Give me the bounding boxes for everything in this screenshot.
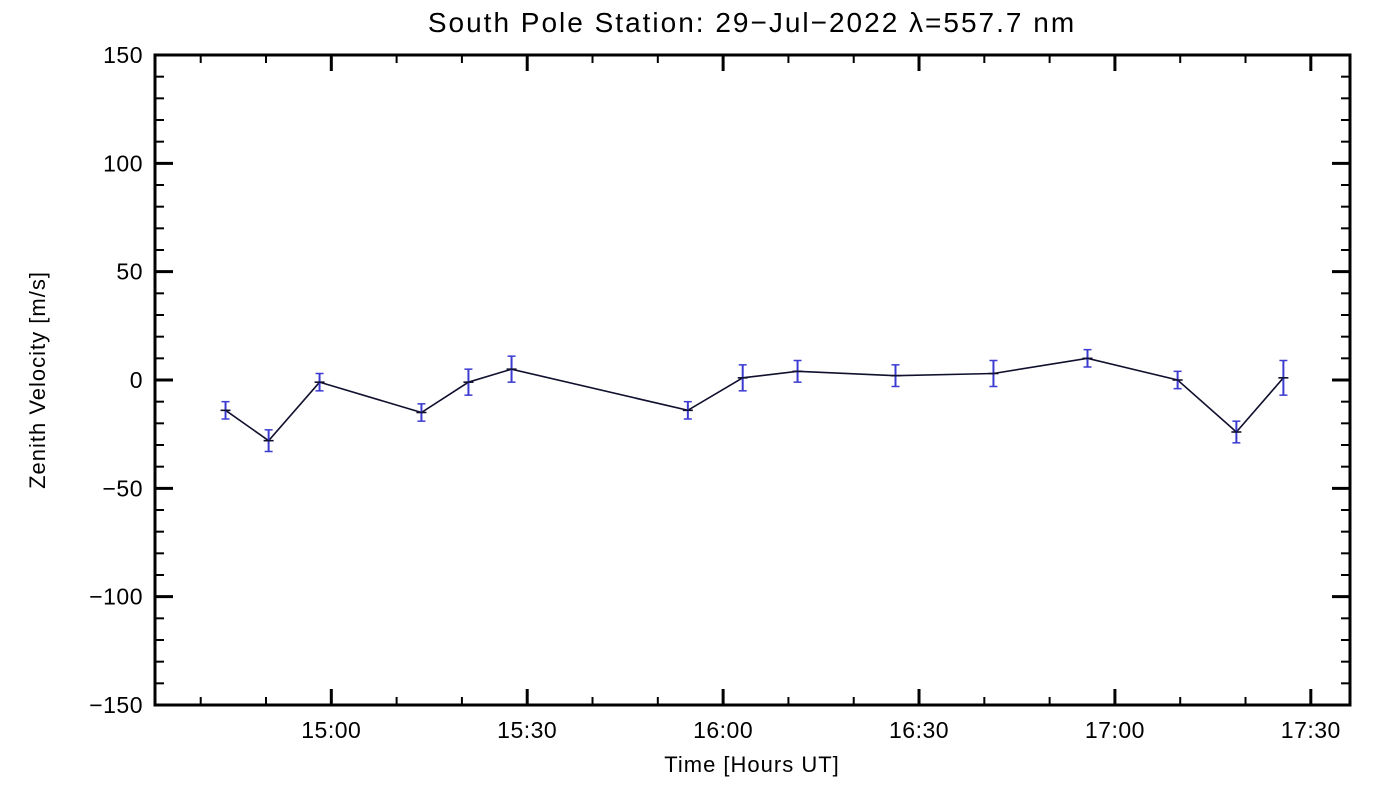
- series-line: [225, 357, 1284, 442]
- x-tick-label: 15:00: [301, 717, 361, 743]
- x-tick-label: 16:00: [693, 717, 753, 743]
- x-tick-label: 15:30: [497, 717, 557, 743]
- x-tick-label: 17:30: [1281, 717, 1341, 743]
- y-tick-label: 0: [130, 367, 143, 393]
- y-tick-label: −50: [102, 475, 143, 501]
- x-tick-label: 16:30: [889, 717, 949, 743]
- y-tick-label: 50: [116, 259, 143, 285]
- y-axis-label: Zenith Velocity [m/s]: [25, 271, 50, 489]
- chart-title: South Pole Station: 29−Jul−2022 λ=557.7 …: [428, 7, 1076, 38]
- x-tick-labels: 15:00 15:30 16:00 16:30 17:00 17:30: [301, 717, 1341, 743]
- x-tick-label: 17:00: [1085, 717, 1145, 743]
- y-tick-label: −150: [89, 692, 143, 718]
- y-tick-label: 150: [103, 42, 143, 68]
- plot-frame: [153, 53, 1352, 707]
- x-axis-label: Time [Hours UT]: [664, 752, 840, 777]
- y-tick-labels: −150 −100 −50 0 50 100 150: [89, 42, 143, 718]
- axes: [153, 53, 1352, 707]
- data-series: [220, 348, 1289, 453]
- y-tick-label: −100: [89, 584, 143, 610]
- y-tick-label: 100: [103, 150, 143, 176]
